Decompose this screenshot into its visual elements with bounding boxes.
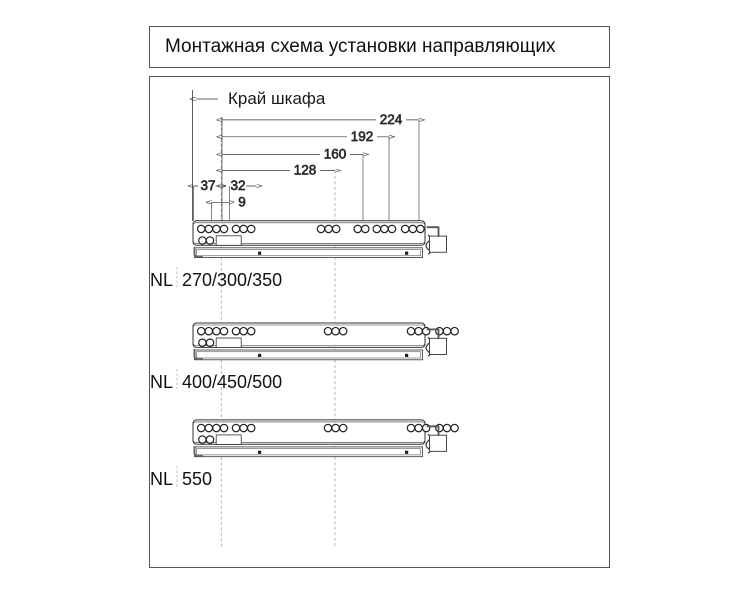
svg-text:550: 550	[182, 469, 212, 489]
svg-text:NL: NL	[150, 372, 173, 392]
svg-text:128: 128	[294, 163, 317, 178]
svg-text:Край шкафа: Край шкафа	[228, 89, 326, 108]
svg-text:224: 224	[380, 112, 403, 127]
svg-text:32: 32	[230, 178, 245, 193]
svg-text:NL: NL	[150, 270, 173, 290]
svg-text:9: 9	[238, 194, 246, 209]
svg-text:192: 192	[351, 129, 374, 144]
svg-text:270/300/350: 270/300/350	[182, 270, 282, 290]
svg-text:37: 37	[200, 178, 215, 193]
svg-text:400/450/500: 400/450/500	[182, 372, 282, 392]
svg-text:NL: NL	[150, 469, 173, 489]
svg-text:160: 160	[324, 147, 347, 162]
